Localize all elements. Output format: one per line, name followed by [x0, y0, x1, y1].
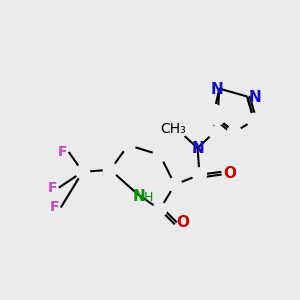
Circle shape	[247, 113, 261, 127]
Circle shape	[153, 148, 167, 162]
Circle shape	[210, 111, 224, 125]
Circle shape	[208, 104, 220, 116]
Circle shape	[227, 125, 241, 139]
Circle shape	[208, 126, 220, 138]
Circle shape	[121, 138, 135, 152]
Text: O: O	[176, 215, 189, 230]
Text: H: H	[143, 191, 153, 204]
Circle shape	[76, 165, 90, 179]
Text: F: F	[58, 145, 68, 159]
Circle shape	[168, 178, 182, 192]
Text: F: F	[50, 200, 60, 214]
Circle shape	[103, 163, 117, 177]
Text: O: O	[223, 166, 236, 181]
Text: N: N	[211, 82, 224, 97]
Circle shape	[153, 202, 167, 216]
Text: N: N	[249, 90, 261, 105]
Text: N: N	[191, 140, 204, 155]
Text: F: F	[48, 181, 58, 195]
Text: CH₃: CH₃	[160, 122, 186, 136]
Text: N: N	[133, 189, 146, 204]
Circle shape	[193, 168, 206, 182]
